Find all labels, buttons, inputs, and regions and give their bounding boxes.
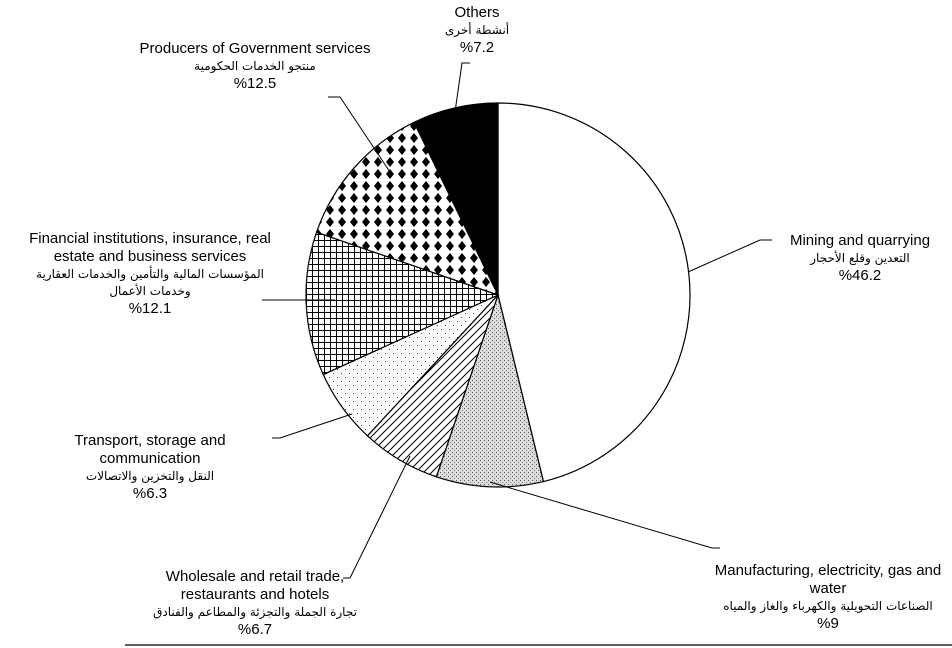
- label-name: Producers of Government services: [139, 40, 371, 57]
- label-value: %46.2: [838, 267, 882, 284]
- label-name: Financial institutions, insurance, real …: [29, 230, 271, 265]
- label-name: Others: [454, 4, 500, 21]
- label-value: %12.5: [233, 75, 277, 92]
- label-value: %12.1: [128, 300, 172, 317]
- slices: [305, 102, 691, 488]
- label-arabic: التعدين وقلع الأحجار: [810, 251, 910, 265]
- slice-label: Mining and quarrying التعدين وقلع الأحجار…: [765, 232, 952, 285]
- leader-line: [489, 481, 720, 549]
- label-name: Transport, storage and communication: [74, 432, 226, 467]
- slice-label: Wholesale and retail trade, restaurants …: [140, 568, 370, 639]
- pie-slice: [435, 292, 545, 488]
- label-name: Wholesale and retail trade, restaurants …: [165, 568, 345, 603]
- pie-slice: [315, 121, 500, 297]
- leader-line: [454, 62, 470, 113]
- label-arabic: المؤسسات المالية والتأمين والخدمات العقا…: [36, 267, 264, 298]
- pie-slice: [305, 231, 500, 376]
- label-name: Manufacturing, electricity, gas and wate…: [714, 562, 942, 597]
- label-arabic: تجارة الجملة والتجزئة والمطاعم والفنادق: [153, 605, 357, 619]
- label-value: %6.7: [237, 621, 273, 638]
- label-arabic: منتجو الخدمات الحكومية: [194, 59, 316, 73]
- label-value: %7.2: [459, 39, 495, 56]
- label-name: Mining and quarrying: [789, 232, 931, 249]
- leader-line: [343, 455, 411, 579]
- slice-label: Financial institutions, insurance, real …: [15, 230, 285, 318]
- slice-label: Others أنشطة أخرى %7.2: [417, 4, 537, 57]
- label-arabic: أنشطة أخرى: [444, 23, 510, 37]
- leader-lines: [262, 62, 772, 579]
- leader-line: [272, 413, 353, 439]
- label-value: %9: [817, 615, 839, 632]
- label-arabic: النقل والتخزين والاتصالات: [85, 469, 215, 483]
- leader-line: [328, 96, 391, 173]
- slice-label: Producers of Government services منتجو ال…: [135, 40, 375, 93]
- slice-label: Transport, storage and communication النق…: [30, 432, 270, 503]
- pie-slice: [413, 102, 499, 296]
- label-value: %6.3: [132, 485, 168, 502]
- leader-line: [687, 239, 772, 273]
- label-arabic: الصناعات التحويلية والكهرباء والغاز والم…: [723, 599, 933, 613]
- slice-label: Manufacturing, electricity, gas and wate…: [708, 562, 948, 633]
